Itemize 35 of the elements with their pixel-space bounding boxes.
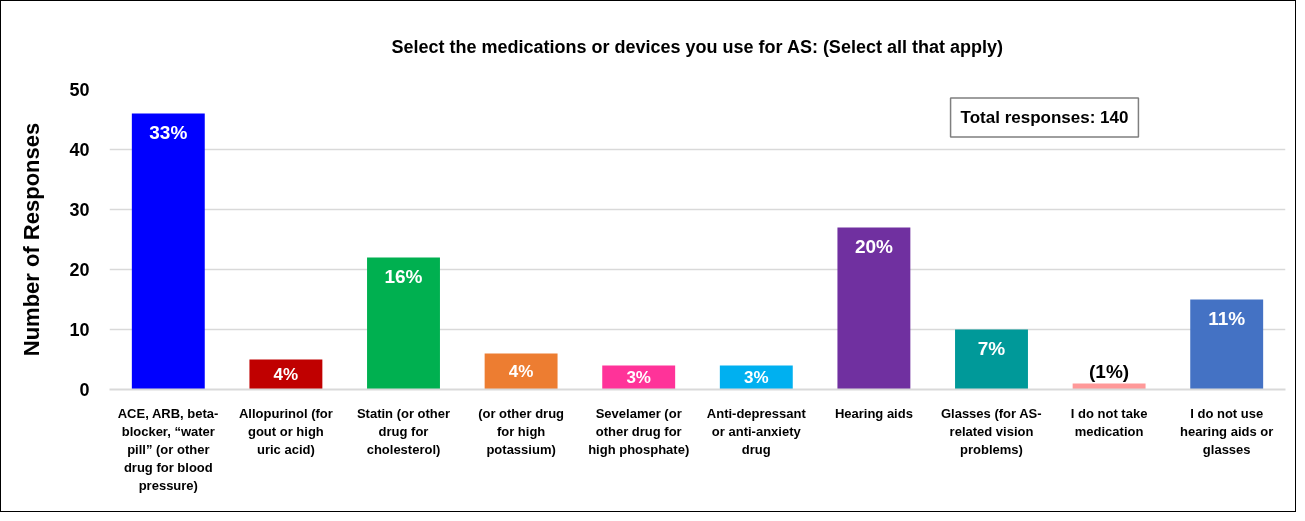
x-tick-label: (or other drug for high potassium) xyxy=(478,405,565,457)
x-tick-label: I do not take medication xyxy=(1070,405,1148,439)
y-tick-label: 10 xyxy=(69,320,90,340)
bar xyxy=(484,353,558,390)
x-tick-label: Hearing aids xyxy=(834,405,913,421)
x-tick-label: Anti-depressant or anti-anxiety drug xyxy=(706,405,807,457)
annotation: 4% xyxy=(508,362,534,381)
annotation: 11% xyxy=(1208,307,1246,329)
y-axis-title: Number of Responses xyxy=(19,122,45,357)
chart-title: Select the medications or devices you use for AS: (Select all that apply) xyxy=(391,36,1003,57)
x-tick-label: Statin (or other drug for cholesterol) xyxy=(356,405,451,457)
annotation: 3% xyxy=(626,368,651,387)
annotation: 33% xyxy=(149,121,188,143)
x-tick-label: ACE, ARB, beta-blocker, “water pill” (or other drug for blood pressure) xyxy=(117,405,219,493)
bar xyxy=(131,113,205,390)
bar xyxy=(955,329,1028,390)
x-tick-label: I do not use hearing aids or glasses xyxy=(1180,405,1274,457)
y-tick-label: 30 xyxy=(69,200,90,220)
x-tick-label: Allopurinol (for gout or high uric acid) xyxy=(238,405,333,457)
annotation: 20% xyxy=(854,235,894,257)
x-tick-label: Sevelamer (or other drug for high phosphate) xyxy=(588,405,690,457)
annotation: 7% xyxy=(977,337,1006,359)
annotation: 3% xyxy=(744,368,769,387)
annotation: (1%) xyxy=(1089,360,1130,382)
y-tick-label: 20 xyxy=(69,260,90,280)
x-tick-label: Glasses (for AS-related vision problems) xyxy=(940,405,1042,457)
annotation: Total responses: 140 xyxy=(960,108,1129,127)
bar xyxy=(1190,299,1264,390)
y-tick-label: 50 xyxy=(69,80,90,100)
annotation: 4% xyxy=(273,365,299,384)
bar xyxy=(837,227,911,390)
bar xyxy=(367,257,440,390)
annotation: 16% xyxy=(384,265,423,287)
y-tick-label: 40 xyxy=(69,140,90,160)
y-tick-label: 0 xyxy=(79,380,90,400)
